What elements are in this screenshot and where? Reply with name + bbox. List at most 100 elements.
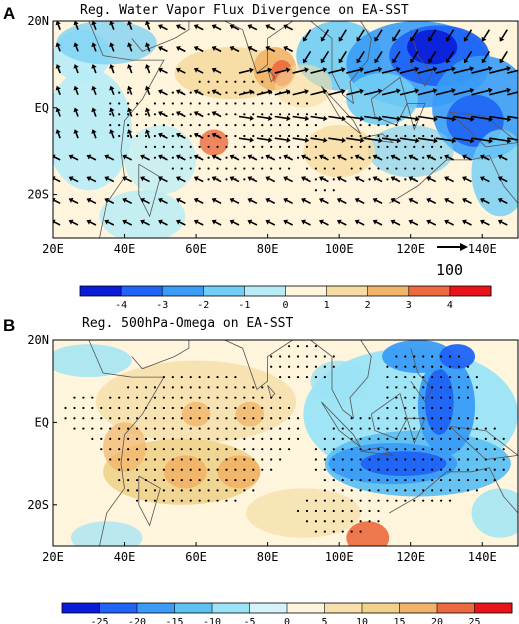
flux-vector-head <box>304 137 310 143</box>
flux-vector-shaft <box>214 134 222 139</box>
stipple-dot <box>135 478 139 482</box>
stipple-dot <box>216 478 219 482</box>
stipple-dot <box>439 427 443 430</box>
stipple-dot <box>350 448 353 451</box>
stipple-dot <box>404 145 407 148</box>
stipple-dot <box>189 406 192 410</box>
flux-vector <box>292 115 310 122</box>
stipple-dot <box>252 468 255 471</box>
flux-vector <box>453 87 475 96</box>
flux-vector <box>256 137 273 143</box>
panel-b-shading <box>53 340 518 546</box>
flux-vector-shaft <box>274 115 287 120</box>
flux-vector <box>489 87 511 96</box>
stipple-dot <box>207 448 210 451</box>
flux-vector-shaft <box>128 89 133 96</box>
flux-vector-head <box>158 132 163 138</box>
flux-vector <box>408 219 419 226</box>
flux-vector-shaft <box>214 112 222 118</box>
flux-vector-head <box>176 67 181 73</box>
flux-vector <box>73 64 79 74</box>
stipple-dot <box>279 417 282 420</box>
flux-vector <box>374 50 383 64</box>
flux-vector-head <box>390 219 396 225</box>
stipple-dot <box>448 458 452 461</box>
stipple-dot <box>350 145 353 148</box>
stipple-dot <box>359 124 362 127</box>
flux-vector <box>444 197 454 204</box>
stipple-dot <box>144 489 148 492</box>
colorbar-label: 4 <box>447 300 453 311</box>
flux-vector-shaft <box>340 29 347 39</box>
flux-vector-head <box>86 197 92 203</box>
stipple-dot <box>341 489 344 492</box>
flux-vector <box>453 137 475 144</box>
flux-vector-head <box>229 154 235 160</box>
stipple-dot <box>171 102 174 105</box>
stipple-dot <box>198 80 201 83</box>
flux-vector-head <box>193 197 199 203</box>
flux-vector <box>158 24 168 31</box>
stipple-dot <box>109 406 112 410</box>
flux-vector-shaft <box>507 69 518 74</box>
flux-vector <box>410 50 419 64</box>
flux-vector <box>127 21 133 30</box>
flux-vector <box>109 42 115 52</box>
flux-vector <box>471 87 493 96</box>
flux-vector <box>265 197 276 204</box>
stipple-dot <box>466 468 470 471</box>
stipple-dot <box>395 145 398 148</box>
stipple-dot <box>395 478 398 482</box>
flux-vector-shaft <box>375 156 383 161</box>
stipple-dot <box>448 448 452 451</box>
flux-vector-shaft <box>111 67 115 74</box>
stipple-dot <box>162 427 165 430</box>
flux-vector-head <box>127 129 133 134</box>
stipple-dot <box>216 468 219 471</box>
stipple-dot <box>234 102 237 105</box>
stipple-dot <box>171 124 174 127</box>
panel-b-frame <box>52 339 519 547</box>
stipple-dot <box>368 417 371 420</box>
flux-vector <box>399 66 420 74</box>
stipple-dot <box>475 427 478 430</box>
flux-vector-shaft <box>429 199 437 204</box>
flux-vector <box>140 219 150 226</box>
flux-vector <box>381 88 401 96</box>
stipple-dot <box>404 417 407 420</box>
stipple-dot <box>243 478 246 482</box>
stipple-dot <box>439 458 443 461</box>
stipple-dot <box>422 489 425 492</box>
stipple-dot <box>413 437 416 440</box>
flux-vector <box>444 219 454 226</box>
flux-vector-head <box>322 67 328 73</box>
flux-vector <box>480 219 490 226</box>
flux-vector-head <box>497 154 503 160</box>
stipple-dot <box>144 124 148 127</box>
flux-vector <box>463 50 473 64</box>
stipple-dot <box>341 520 344 523</box>
flux-vector <box>417 88 438 96</box>
flux-vector-shaft <box>214 199 222 204</box>
stipple-dot <box>252 427 255 430</box>
stipple-dot <box>243 156 246 159</box>
colorbar-swatch <box>326 286 369 296</box>
flux-vector-shaft <box>179 69 186 74</box>
stipple-dot <box>422 124 425 127</box>
stipple-dot <box>270 417 273 420</box>
stipple-dot <box>162 458 165 461</box>
stipple-dot <box>386 365 389 368</box>
flux-vector-head <box>414 66 420 72</box>
stipple-dot <box>234 145 237 148</box>
stipple-dot <box>127 427 130 430</box>
flux-vector <box>462 219 472 226</box>
stipple-dot <box>270 134 273 138</box>
flux-vector <box>265 219 276 226</box>
flux-vector <box>346 66 364 74</box>
flux-vector-shaft <box>161 134 168 139</box>
flux-vector <box>453 66 475 74</box>
flux-vector-shaft <box>250 156 258 161</box>
stipple-dot <box>395 375 398 379</box>
stipple-dot <box>457 437 461 440</box>
stipple-dot <box>404 156 407 159</box>
